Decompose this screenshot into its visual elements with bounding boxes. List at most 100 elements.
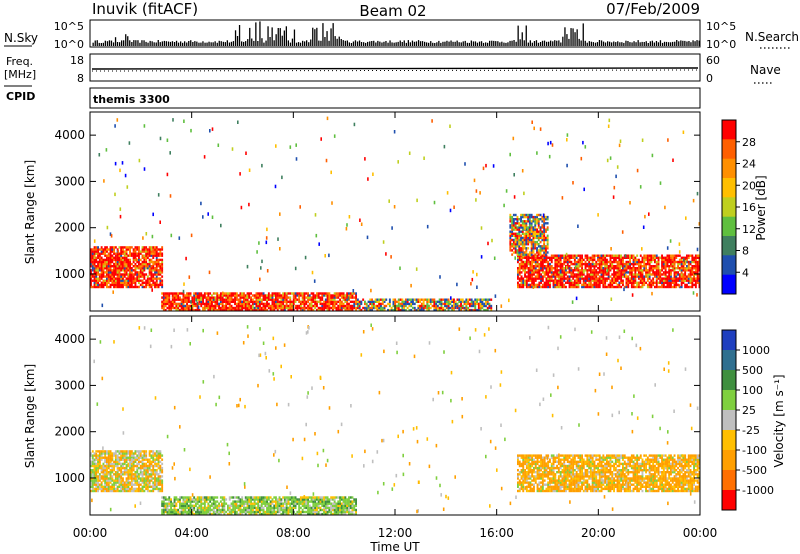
noise-bar (310, 39, 312, 46)
heatmap-cell (125, 281, 128, 284)
heatmap-cell (539, 251, 542, 254)
heatmap-cell (321, 294, 324, 297)
heatmap-cell (516, 218, 519, 221)
heatmap-cell (547, 281, 550, 284)
noise-bar (546, 41, 548, 46)
heatmap-cell (591, 269, 594, 272)
heatmap-cell (205, 292, 208, 295)
heatmap-cell (107, 456, 110, 459)
heatmap-cell (645, 262, 647, 266)
heatmap-cell (114, 124, 116, 128)
heatmap-cell (552, 254, 555, 257)
heatmap-cell (280, 296, 283, 299)
heatmap-cell (630, 277, 633, 280)
heatmap-cell (509, 152, 511, 157)
heatmap-cell (661, 262, 663, 266)
heatmap-cell (618, 262, 621, 266)
heatmap-cell (152, 279, 155, 282)
heatmap-cell (151, 288, 153, 292)
heatmap-cell (125, 481, 128, 484)
heatmap-cell (680, 273, 683, 276)
heatmap-cell (426, 300, 429, 303)
heatmap-cell (243, 296, 245, 299)
noise-bar (110, 40, 113, 46)
heatmap-cell (107, 485, 110, 488)
heatmap-cell (591, 262, 594, 266)
heatmap-cell (591, 277, 594, 280)
heatmap-cell (671, 277, 674, 280)
heatmap-cell (374, 298, 377, 301)
heatmap-cell (179, 504, 181, 507)
heatmap-cell (593, 273, 596, 276)
heatmap-cell (138, 466, 140, 470)
noise-left-label: N.Sky (4, 31, 38, 45)
heatmap-cell (426, 303, 429, 307)
heatmap-cell (155, 473, 158, 476)
heatmap-cell (260, 298, 263, 301)
heatmap-cell (604, 256, 607, 259)
heatmap-cell (557, 254, 560, 257)
heatmap-cell (162, 502, 165, 505)
heatmap-cell (517, 273, 519, 276)
heatmap-cell (638, 271, 640, 274)
heatmap-cell (145, 285, 148, 289)
heatmap-cell (520, 277, 523, 280)
heatmap-cell (132, 456, 135, 459)
heatmap-cell (456, 302, 459, 306)
heatmap-cell (353, 122, 356, 127)
heatmap-cell (591, 265, 594, 268)
noise-bar (533, 41, 536, 46)
heatmap-cell (622, 262, 624, 266)
noise-bar (234, 30, 237, 46)
power-heatmap-cells (90, 116, 701, 312)
heatmap-cell (125, 452, 128, 455)
heatmap-cell (671, 285, 674, 289)
heatmap-cell (203, 306, 206, 310)
heatmap-cell (559, 265, 562, 268)
heatmap-cell (289, 302, 292, 306)
heatmap-cell (471, 277, 474, 282)
heatmap-cell (565, 256, 567, 259)
heatmap-cell (568, 256, 571, 259)
heatmap-cell (630, 273, 633, 276)
heatmap-cell (678, 279, 681, 282)
heatmap-cell (349, 306, 352, 310)
heatmap-cell (524, 275, 526, 278)
heatmap-cell (607, 124, 610, 128)
heatmap-cell (356, 298, 359, 301)
heatmap-cell (552, 256, 555, 259)
heatmap-cell (114, 267, 117, 270)
heatmap-cell (588, 256, 591, 259)
heatmap-cell (342, 292, 345, 295)
heatmap-cell (154, 283, 156, 287)
heatmap-cell (267, 304, 270, 308)
heatmap-cell (698, 222, 701, 226)
heatmap-cell (627, 285, 630, 289)
heatmap-cell (248, 304, 251, 308)
heatmap-cell (591, 283, 594, 287)
heatmap-cell (141, 481, 144, 484)
heatmap-cell (600, 267, 603, 270)
heatmap-cell (657, 265, 660, 268)
heatmap-cell (543, 215, 546, 219)
heatmap-cell (152, 452, 155, 455)
heatmap-cell (516, 234, 519, 237)
heatmap-cell (148, 450, 151, 453)
heatmap-cell (431, 298, 434, 301)
heatmap-cell (187, 292, 190, 295)
heatmap-cell (604, 273, 607, 276)
heatmap-cell (433, 300, 436, 303)
heatmap-cell (577, 273, 580, 276)
heatmap-cell (543, 260, 546, 264)
heatmap-cell (691, 258, 694, 262)
noise-bar (377, 40, 379, 46)
heatmap-cell (93, 269, 96, 272)
heatmap-cell (141, 269, 144, 272)
heatmap-cell (162, 292, 165, 295)
heatmap-cell (570, 275, 573, 278)
heatmap-cell (514, 226, 517, 229)
heatmap-cell (205, 296, 208, 299)
heatmap-cell (611, 265, 614, 268)
heatmap-cell (661, 281, 663, 284)
heatmap-cell (250, 298, 252, 301)
